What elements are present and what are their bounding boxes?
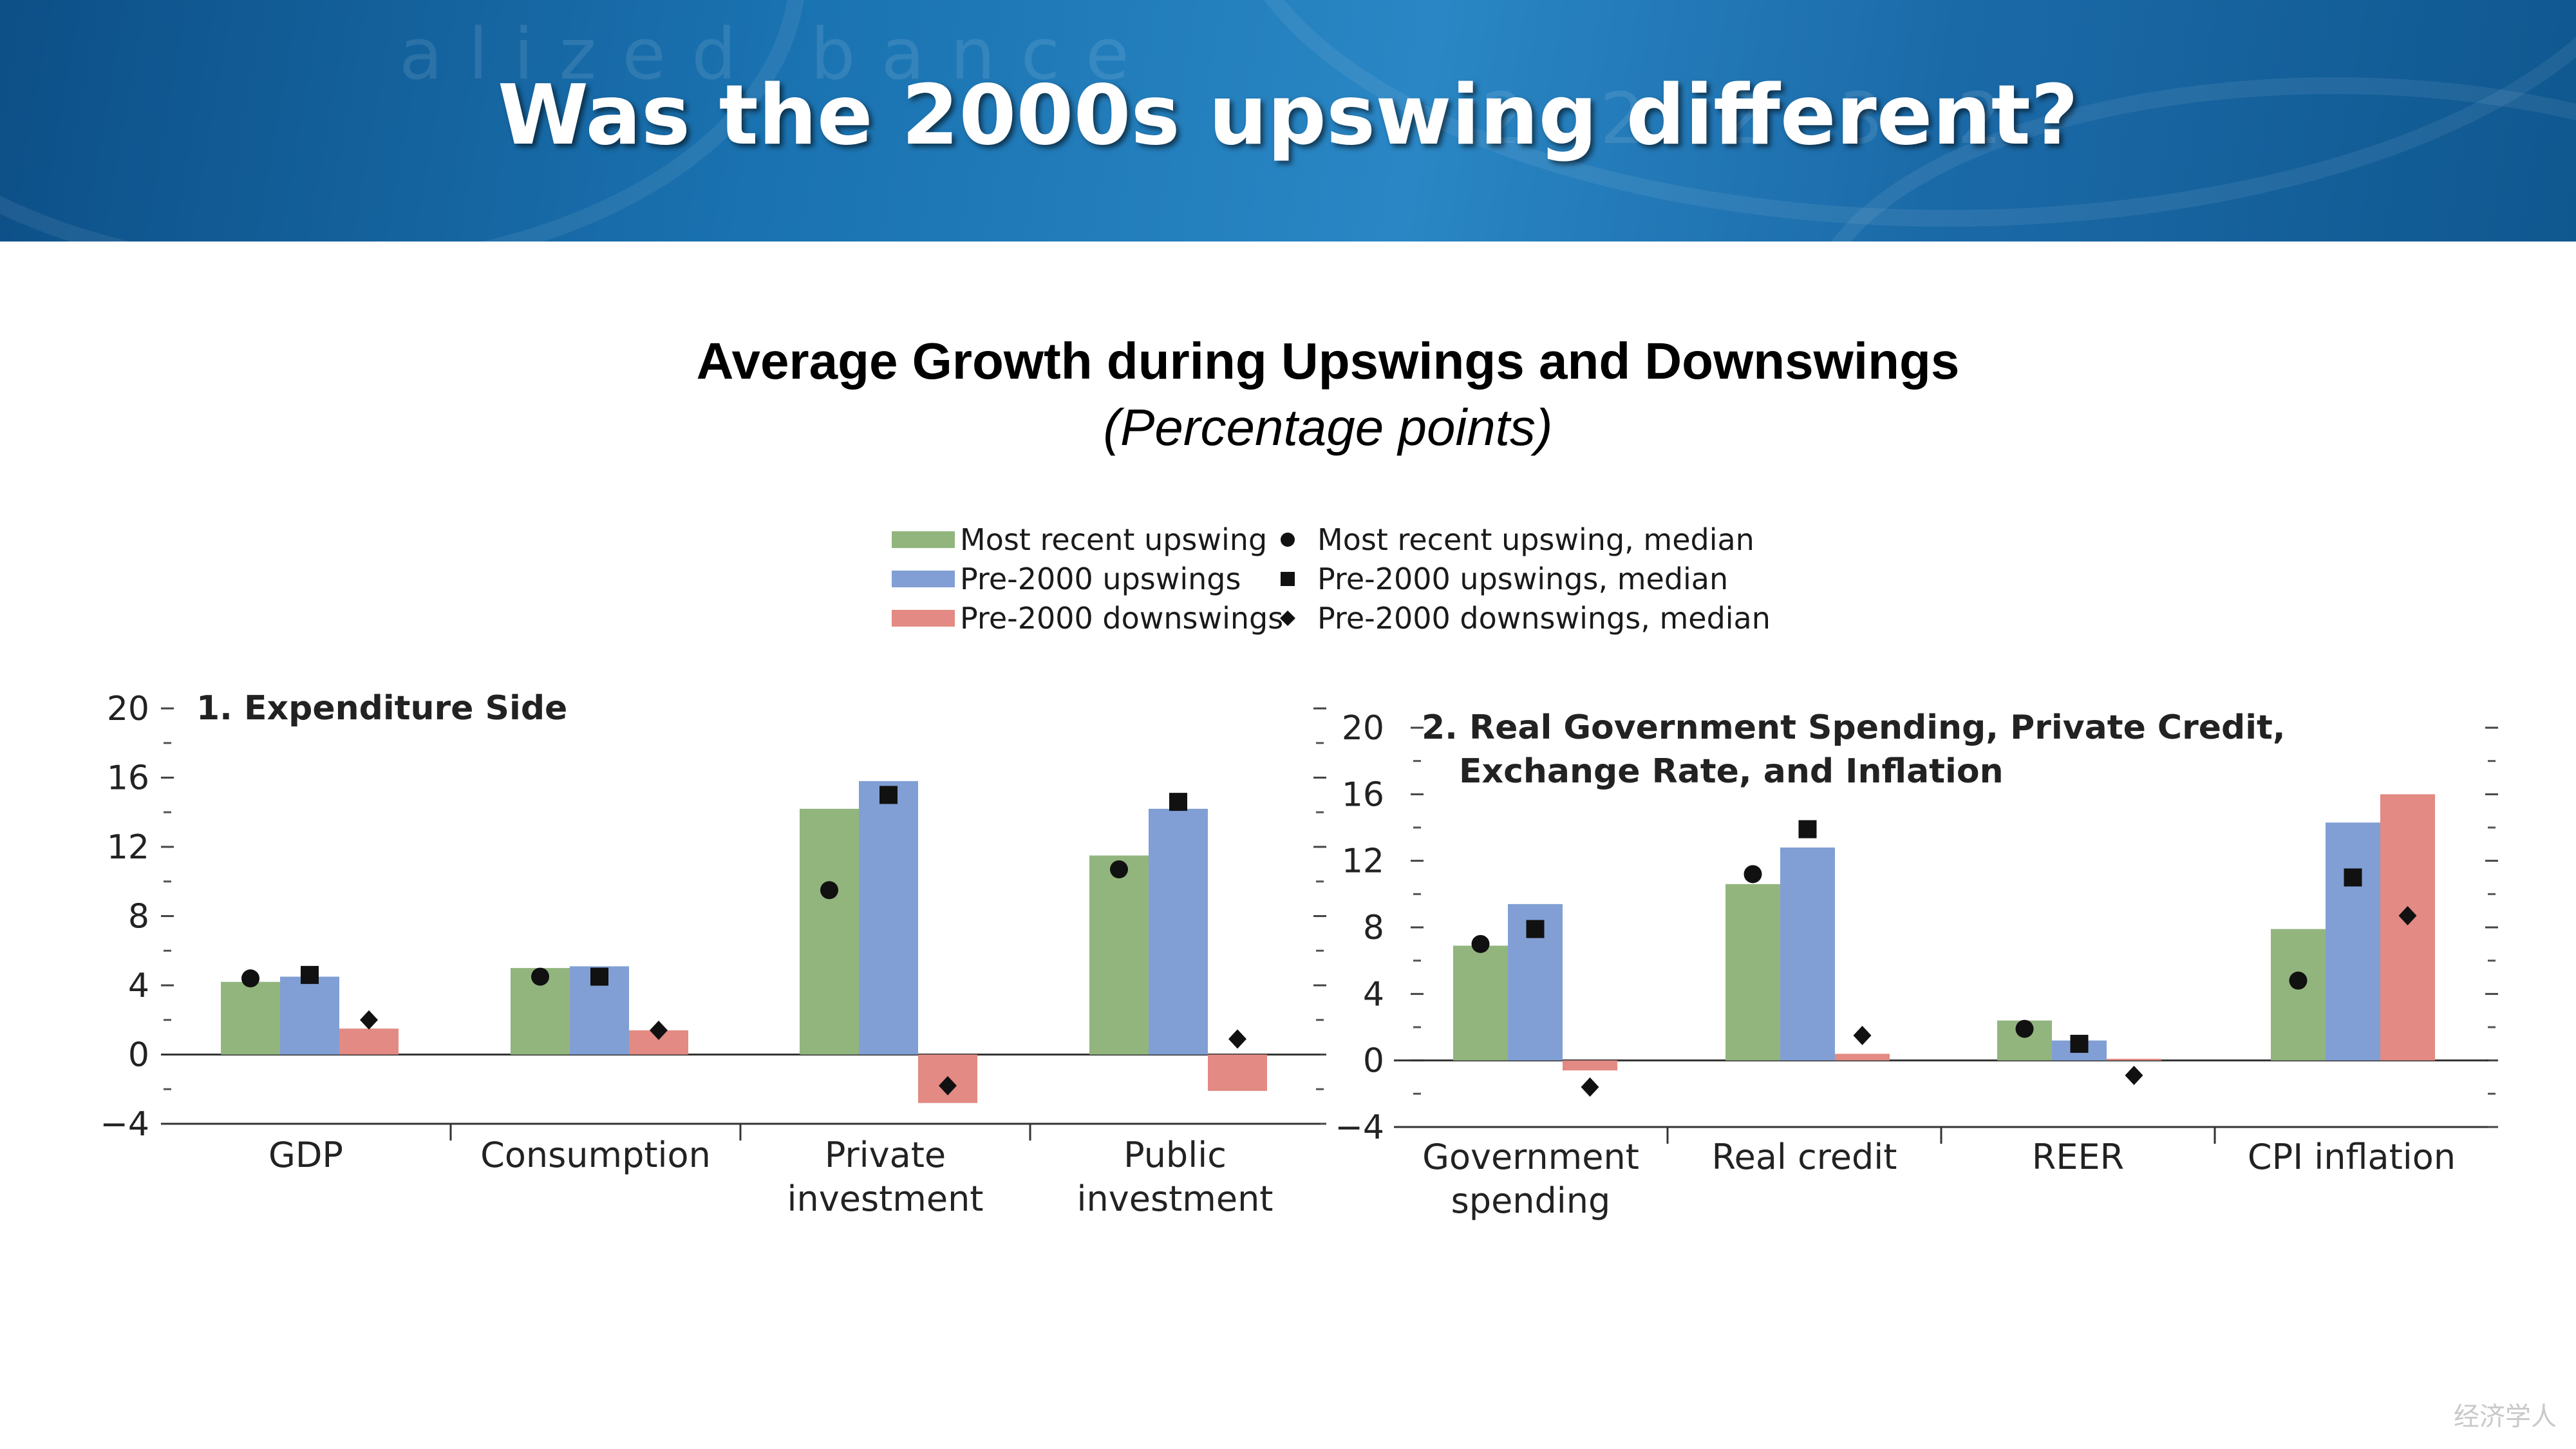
bar-cpi-inflation bbox=[2326, 822, 2380, 1061]
median-marker-diamond bbox=[360, 1010, 378, 1030]
bar-gdp bbox=[339, 1028, 399, 1055]
bar-gdp bbox=[280, 976, 339, 1055]
median-marker-circle bbox=[531, 967, 549, 986]
bar-public-investment bbox=[1089, 855, 1149, 1055]
legend-item: Pre-2000 downswings, median bbox=[1275, 599, 1771, 638]
median-marker-square bbox=[1798, 820, 1817, 838]
category-label: GDP bbox=[268, 1135, 343, 1175]
y-tick-label: 8 bbox=[1363, 909, 1384, 947]
median-marker-circle bbox=[1471, 934, 1490, 953]
y-tick-label: 4 bbox=[1363, 975, 1384, 1014]
bar-real-credit bbox=[1835, 1054, 1890, 1061]
median-marker-square bbox=[301, 965, 319, 984]
category-label: Private bbox=[825, 1135, 946, 1175]
bar-government-spending bbox=[1453, 945, 1508, 1061]
y-tick-label: −4 bbox=[100, 1105, 149, 1144]
legend-label: Pre-2000 downswings, median bbox=[1317, 601, 1771, 636]
chart-title: Average Growth during Upswings and Downs… bbox=[696, 332, 1960, 390]
median-marker-circle bbox=[1110, 860, 1128, 878]
y-tick-label: 20 bbox=[1342, 709, 1384, 748]
median-marker-diamond bbox=[2125, 1065, 2143, 1085]
panel-title: 1. Expenditure Side bbox=[196, 689, 567, 728]
median-marker-circle bbox=[241, 969, 259, 988]
legend-swatch bbox=[892, 571, 955, 587]
category-label: investment bbox=[1077, 1179, 1274, 1219]
category-label: REER bbox=[2032, 1137, 2124, 1177]
y-tick-label: 16 bbox=[1342, 775, 1384, 814]
y-tick-label: 4 bbox=[128, 967, 149, 1005]
panel-title: 2. Real Government Spending, Private Cre… bbox=[1422, 708, 2286, 747]
chart-panel-2: 2. Real Government Spending, Private Cre… bbox=[1335, 708, 2498, 1221]
median-marker-diamond bbox=[1853, 1025, 1872, 1045]
median-marker-circle bbox=[2289, 971, 2308, 990]
median-marker-diamond bbox=[1228, 1029, 1246, 1049]
median-marker-square bbox=[1169, 793, 1187, 811]
legend-item: Pre-2000 upswings bbox=[892, 560, 1241, 598]
bar-cpi-inflation bbox=[2380, 794, 2435, 1061]
median-marker-diamond bbox=[939, 1075, 957, 1095]
category-label: Government bbox=[1422, 1137, 1639, 1177]
median-marker-square bbox=[879, 786, 898, 804]
legend-swatch bbox=[892, 531, 955, 548]
median-marker-circle bbox=[820, 881, 838, 900]
square-marker-icon bbox=[1281, 572, 1295, 586]
diamond-marker-icon bbox=[1280, 611, 1295, 626]
legend-swatch bbox=[892, 610, 955, 627]
y-tick-label: 20 bbox=[107, 690, 149, 728]
panel-title: Exchange Rate, and Inflation bbox=[1459, 752, 2004, 791]
median-marker-diamond bbox=[1581, 1077, 1599, 1097]
median-marker-diamond bbox=[650, 1020, 668, 1040]
y-tick-label: 12 bbox=[107, 828, 149, 867]
median-marker-circle bbox=[1744, 865, 1762, 884]
circle-marker-icon bbox=[1281, 533, 1295, 547]
header-banner: alized bance 2 2 2 3 2 bbox=[0, 0, 2576, 242]
watermark: 经济学人 bbox=[2454, 1402, 2557, 1432]
category-label: investment bbox=[787, 1179, 984, 1219]
bar-government-spending bbox=[1563, 1060, 1617, 1071]
bar-private-investment bbox=[859, 781, 918, 1055]
legend-label: Pre-2000 upswings bbox=[960, 562, 1241, 596]
legend-label: Most recent upswing, median bbox=[1317, 522, 1754, 557]
bar-reer bbox=[2107, 1059, 2161, 1061]
category-label: Consumption bbox=[480, 1135, 711, 1175]
bar-real-credit bbox=[1725, 884, 1780, 1061]
y-tick-label: 12 bbox=[1342, 842, 1384, 881]
y-tick-label: 0 bbox=[128, 1036, 149, 1075]
y-tick-label: 16 bbox=[107, 759, 149, 798]
legend-label: Pre-2000 upswings, median bbox=[1317, 562, 1729, 596]
median-marker-square bbox=[590, 967, 608, 986]
legend-item: Pre-2000 upswings, median bbox=[1275, 560, 1728, 598]
median-marker-square bbox=[1526, 920, 1545, 938]
bar-private-investment bbox=[800, 808, 859, 1055]
y-tick-label: 0 bbox=[1363, 1042, 1384, 1081]
legend-item: Most recent upswing, median bbox=[1275, 520, 1754, 559]
legend-item: Pre-2000 downswings bbox=[892, 599, 1283, 638]
legend-label: Most recent upswing bbox=[960, 522, 1268, 557]
bar-real-credit bbox=[1780, 848, 1835, 1061]
category-label: Real credit bbox=[1712, 1137, 1897, 1177]
median-marker-square bbox=[2070, 1034, 2089, 1053]
y-tick-label: −4 bbox=[1335, 1108, 1384, 1147]
chart-legend: Most recent upswing Pre-2000 upswings Pr… bbox=[892, 520, 1771, 643]
slide-title: Was the 2000s upswing different? bbox=[497, 68, 2079, 164]
bar-cpi-inflation bbox=[2271, 929, 2326, 1061]
chart-subtitle: (Percentage points) bbox=[1103, 399, 1553, 456]
legend-label: Pre-2000 downswings bbox=[960, 601, 1284, 636]
chart-panel-1: 1. Expenditure Side 20 16 12 8 4 0 −4 GDP Consump… bbox=[100, 689, 1326, 1219]
category-label: Public bbox=[1123, 1135, 1227, 1175]
bar-public-investment bbox=[1208, 1054, 1267, 1091]
median-marker-circle bbox=[2015, 1019, 2034, 1038]
category-label: spending bbox=[1451, 1180, 1611, 1221]
bar-gdp bbox=[221, 981, 280, 1055]
median-marker-square bbox=[2344, 868, 2362, 887]
bar-public-investment bbox=[1149, 808, 1208, 1055]
legend-item: Most recent upswing bbox=[892, 520, 1267, 559]
category-label: CPI inflation bbox=[2248, 1137, 2456, 1177]
median-marker-diamond bbox=[2398, 905, 2417, 925]
y-tick-label: 8 bbox=[128, 898, 149, 936]
